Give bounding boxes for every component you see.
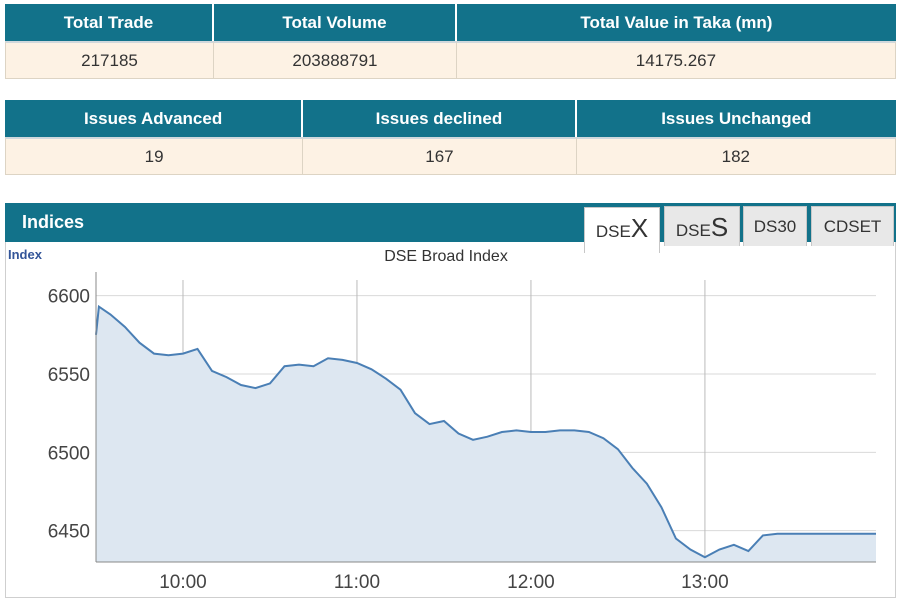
tab-cdset[interactable]: CDSET bbox=[811, 206, 894, 246]
y-axis-label: Index bbox=[8, 247, 43, 262]
issues-value-unchanged: 182 bbox=[576, 137, 896, 175]
issues-table: Issues Advanced Issues declined Issues U… bbox=[5, 100, 896, 175]
issues-header-advanced: Issues Advanced bbox=[5, 100, 304, 137]
tab-dses-prefix: DSE bbox=[675, 221, 711, 240]
chart-title: DSE Broad Index bbox=[384, 248, 508, 265]
series-line bbox=[95, 304, 876, 559]
tab-dses[interactable]: DSES bbox=[664, 206, 740, 246]
summary-header-total-trade: Total Trade bbox=[5, 4, 215, 41]
issues-value-advanced: 19 bbox=[5, 137, 304, 175]
index-chart: Index DSE Broad Index 6600 6550 6500 6450 10:0… bbox=[8, 247, 876, 593]
indices-title: Indices bbox=[22, 212, 85, 232]
x-tick-label: 12:00 bbox=[507, 572, 555, 593]
x-tick-label: 11:00 bbox=[334, 572, 380, 593]
issues-header-declined: Issues declined bbox=[303, 100, 577, 137]
issues-header-unchanged: Issues Unchanged bbox=[576, 100, 896, 137]
summary-table: Total Trade Total Volume Total Value in … bbox=[5, 4, 896, 79]
tab-ds30[interactable]: DS30 bbox=[743, 206, 807, 246]
y-tick-label: 6450 bbox=[48, 522, 90, 543]
summary-header-total-volume: Total Volume bbox=[214, 4, 457, 41]
issues-value-declined: 167 bbox=[303, 137, 577, 175]
tab-dses-suffix: S bbox=[710, 212, 729, 242]
summary-value-total-trade: 217185 bbox=[5, 41, 215, 79]
summary-value-total-value: 14175.267 bbox=[456, 41, 896, 79]
tab-dsex[interactable]: DSEX bbox=[584, 207, 660, 253]
y-tick-label: 6550 bbox=[48, 365, 90, 386]
y-tick-label: 6600 bbox=[48, 287, 90, 308]
tab-dsex-suffix: X bbox=[630, 213, 649, 243]
summary-header-total-value: Total Value in Taka (mn) bbox=[456, 4, 896, 41]
summary-value-total-volume: 203888791 bbox=[214, 41, 457, 79]
y-tick-label: 6500 bbox=[48, 443, 90, 464]
x-tick-label: 10:00 bbox=[159, 572, 207, 593]
tab-dsex-prefix: DSE bbox=[595, 222, 631, 241]
series-area bbox=[96, 306, 876, 562]
index-chart-panel: Index DSE Broad Index 6600 6550 6500 6450 10:0… bbox=[5, 242, 896, 598]
x-tick-label: 13:00 bbox=[681, 572, 729, 593]
